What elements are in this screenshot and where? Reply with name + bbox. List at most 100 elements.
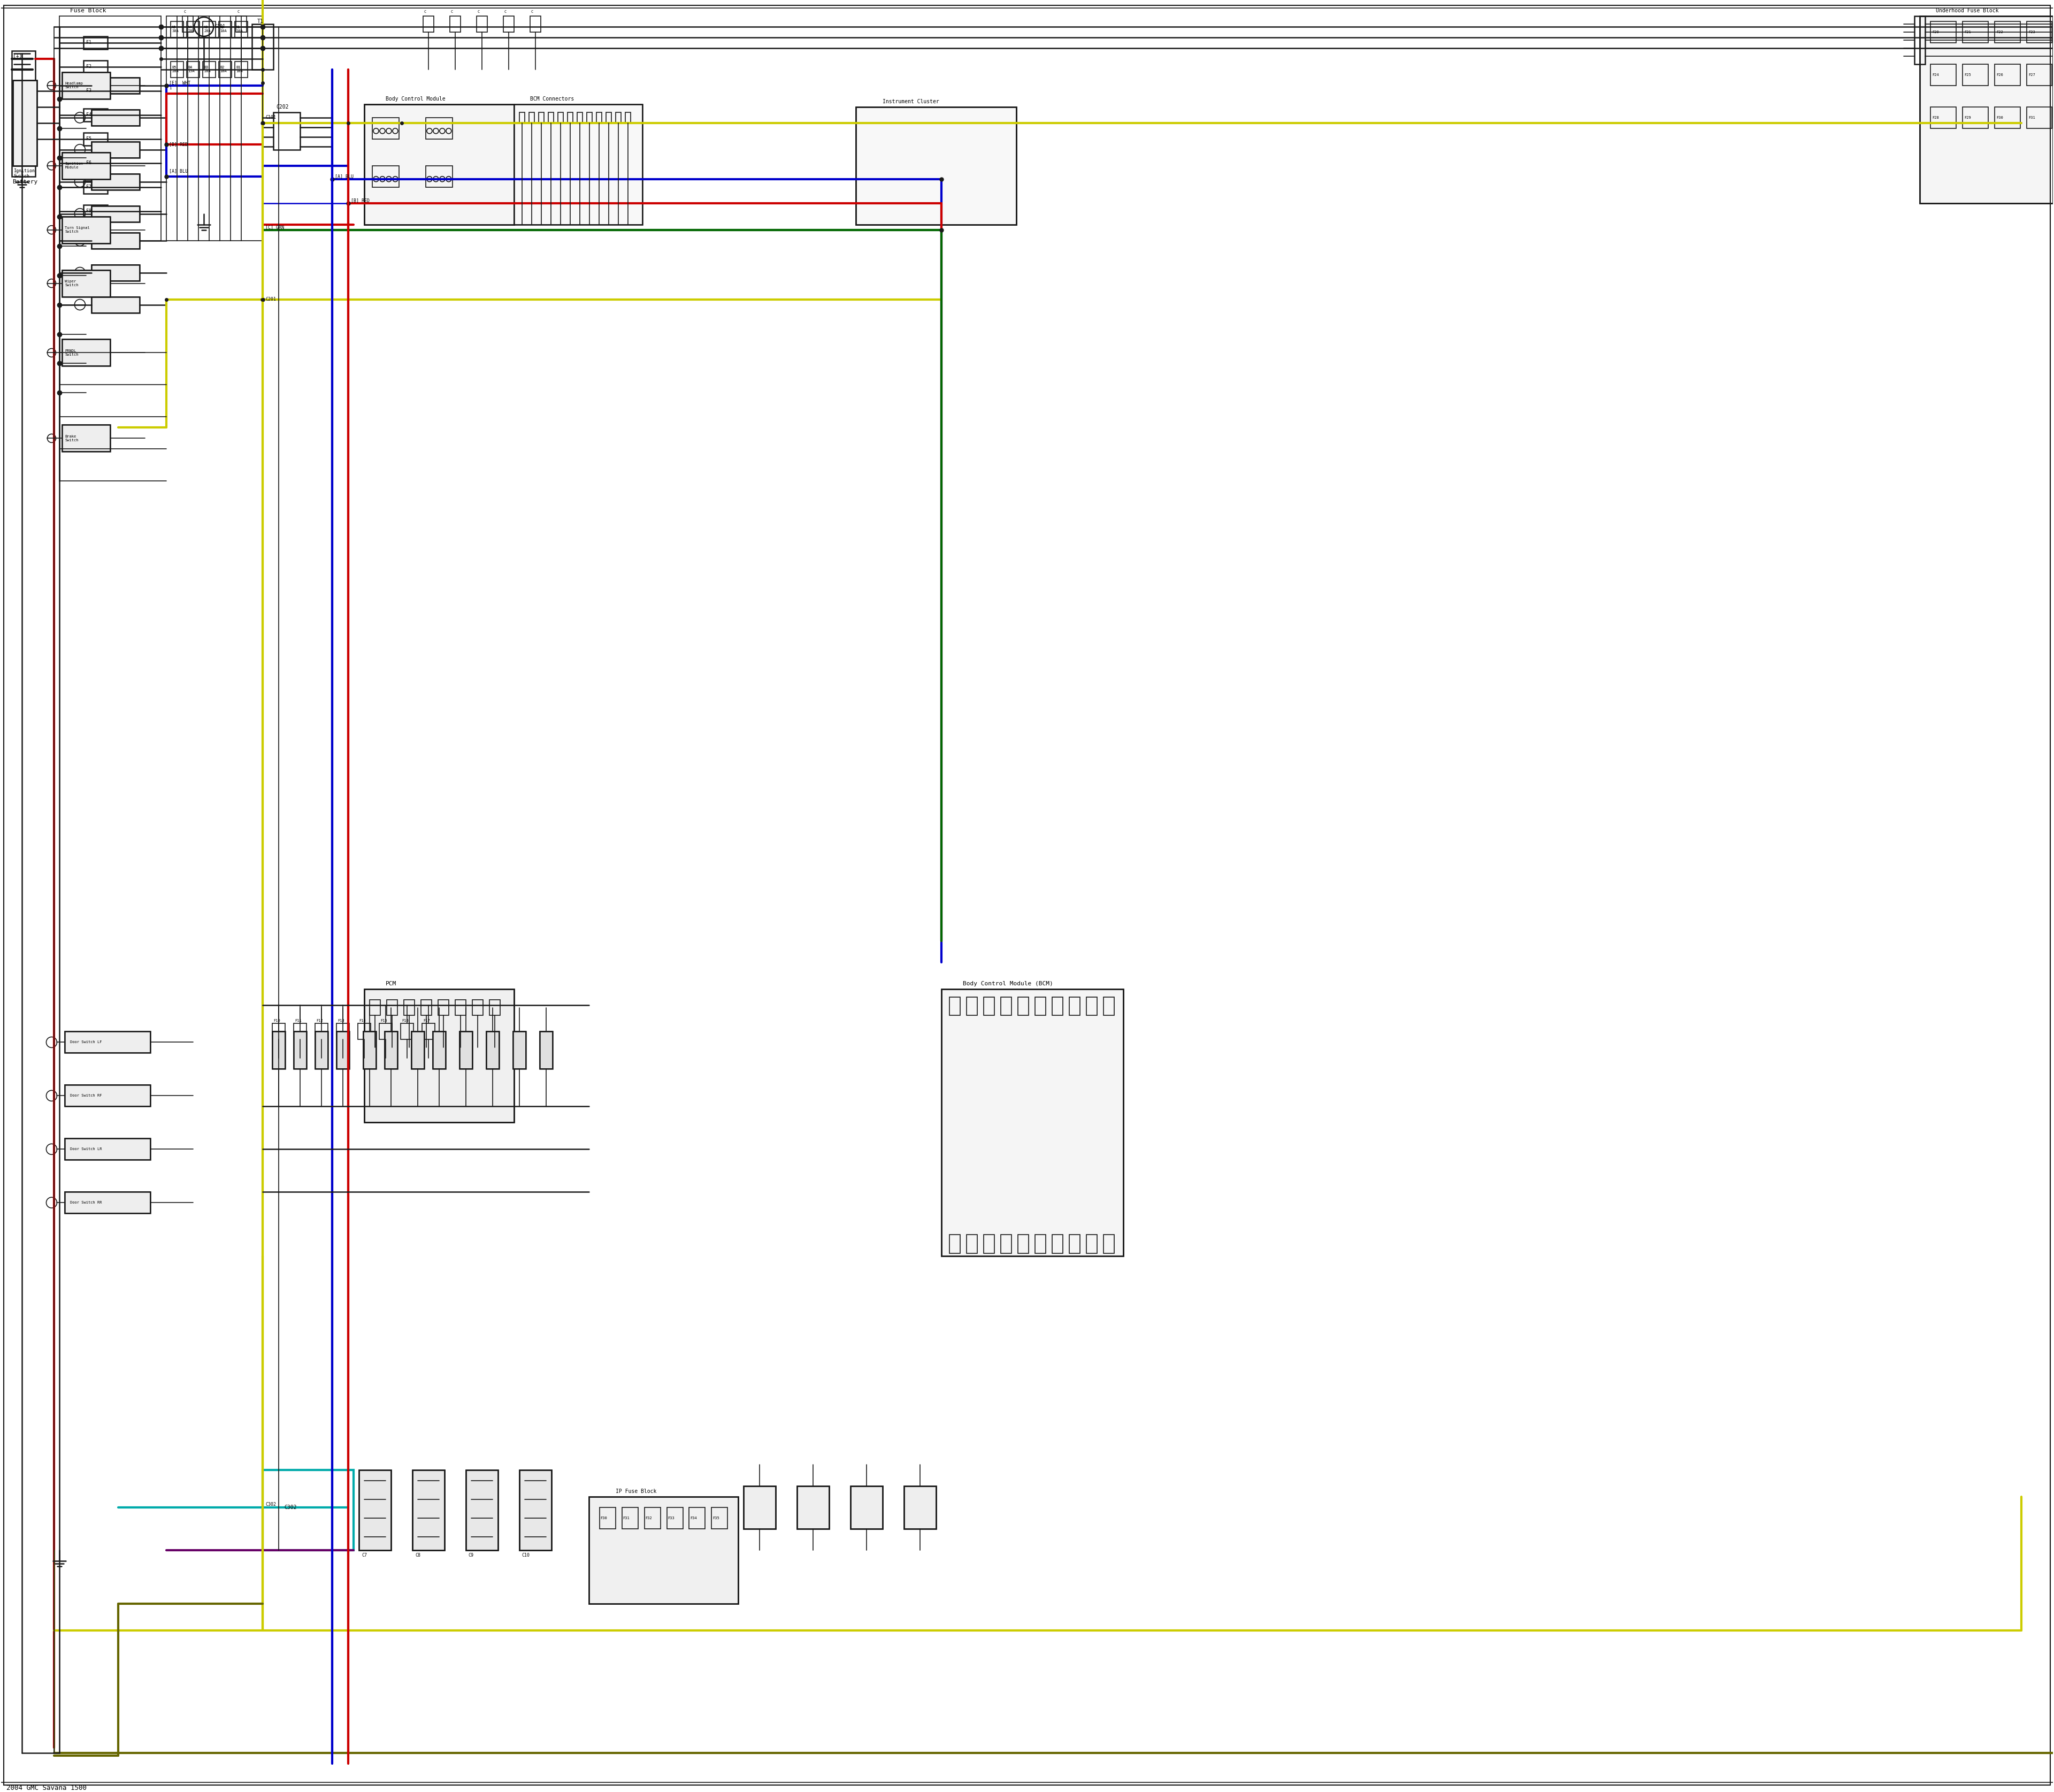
Text: F22: F22 <box>1996 30 2003 34</box>
Text: Ignition
Switch: Ignition Switch <box>14 168 35 179</box>
Text: C9: C9 <box>468 1554 474 1557</box>
Polygon shape <box>941 989 1124 1256</box>
Text: Fuse Block: Fuse Block <box>70 7 107 13</box>
Text: Door Switch RF: Door Switch RF <box>70 1095 103 1097</box>
Text: F31: F31 <box>2029 116 2036 120</box>
Text: C: C <box>505 11 507 13</box>
Text: F30: F30 <box>600 1516 608 1520</box>
Text: [A] BLU: [A] BLU <box>168 168 187 174</box>
Polygon shape <box>797 1486 830 1529</box>
Polygon shape <box>384 1032 396 1070</box>
Text: F2: F2 <box>86 65 92 70</box>
Polygon shape <box>66 1138 150 1159</box>
Polygon shape <box>92 142 140 158</box>
Text: C302: C302 <box>265 1502 275 1507</box>
Text: B3
20A: B3 20A <box>203 66 212 73</box>
Polygon shape <box>850 1486 883 1529</box>
Text: F31: F31 <box>622 1516 631 1520</box>
Polygon shape <box>520 1469 550 1550</box>
Polygon shape <box>1920 16 2054 202</box>
Text: Body Control Module (BCM): Body Control Module (BCM) <box>963 980 1054 986</box>
Text: F3: F3 <box>86 88 92 93</box>
Text: Door Switch RR: Door Switch RR <box>70 1201 103 1204</box>
Text: F35: F35 <box>713 1516 719 1520</box>
Text: 2004 GMC Savana 1500: 2004 GMC Savana 1500 <box>6 1785 86 1792</box>
Polygon shape <box>413 1469 444 1550</box>
Text: F34: F34 <box>690 1516 696 1520</box>
Polygon shape <box>62 152 111 179</box>
Polygon shape <box>364 104 514 224</box>
Polygon shape <box>589 1496 737 1604</box>
Polygon shape <box>66 1032 150 1054</box>
Polygon shape <box>92 206 140 222</box>
Polygon shape <box>92 265 140 281</box>
Text: F11: F11 <box>296 1020 302 1023</box>
Text: F30: F30 <box>1996 116 2003 120</box>
Text: F26: F26 <box>1996 73 2003 77</box>
Text: Brake
Switch: Brake Switch <box>66 435 78 443</box>
Polygon shape <box>514 104 643 224</box>
Text: C302: C302 <box>283 1505 296 1511</box>
Text: F33: F33 <box>668 1516 674 1520</box>
Text: B4
15A: B4 15A <box>187 66 195 73</box>
Text: B1
10A: B1 10A <box>236 66 242 73</box>
Text: F8: F8 <box>86 208 92 213</box>
Polygon shape <box>540 1032 553 1070</box>
Polygon shape <box>62 72 111 99</box>
Polygon shape <box>466 1469 497 1550</box>
Text: C: C <box>479 11 481 13</box>
Text: Battery: Battery <box>12 179 37 185</box>
Text: PRNDL
Switch: PRNDL Switch <box>66 349 78 357</box>
Text: G101: G101 <box>214 25 226 29</box>
Text: F14: F14 <box>359 1020 366 1023</box>
Text: A2
10A: A2 10A <box>220 25 226 32</box>
Text: F4: F4 <box>86 113 92 116</box>
Polygon shape <box>92 174 140 190</box>
Text: Wiper
Switch: Wiper Switch <box>66 280 78 287</box>
Text: A4
20A: A4 20A <box>187 25 195 32</box>
Text: F29: F29 <box>1964 116 1972 120</box>
Text: F21: F21 <box>1964 30 1972 34</box>
Text: BCM Connectors: BCM Connectors <box>530 97 573 102</box>
Text: F16: F16 <box>403 1020 409 1023</box>
Text: Body Control Module: Body Control Module <box>386 97 446 102</box>
Text: A1
10A: A1 10A <box>236 25 242 32</box>
Text: C101: C101 <box>265 115 275 120</box>
Text: Ignition
Module: Ignition Module <box>66 163 82 168</box>
Text: IP Fuse Block: IP Fuse Block <box>616 1489 657 1495</box>
Polygon shape <box>92 297 140 312</box>
Text: F6: F6 <box>86 161 92 165</box>
Text: F25: F25 <box>1964 73 1972 77</box>
Text: Door Switch LR: Door Switch LR <box>70 1147 103 1150</box>
Polygon shape <box>62 425 111 452</box>
Polygon shape <box>66 1192 150 1213</box>
Text: T1: T1 <box>257 18 263 23</box>
Polygon shape <box>273 1032 286 1070</box>
Text: F27: F27 <box>2029 73 2036 77</box>
Text: Instrument Cluster: Instrument Cluster <box>883 99 939 104</box>
Text: C202: C202 <box>275 104 290 109</box>
Text: F1: F1 <box>86 41 92 45</box>
Text: Underhood Fuse Block: Underhood Fuse Block <box>1935 7 1999 13</box>
Text: F13: F13 <box>337 1020 345 1023</box>
Polygon shape <box>66 1084 150 1106</box>
Polygon shape <box>411 1032 423 1070</box>
Text: F10: F10 <box>273 1020 279 1023</box>
Polygon shape <box>62 271 111 297</box>
Text: 1: 1 <box>168 86 170 90</box>
Text: C: C <box>450 11 454 13</box>
Polygon shape <box>92 109 140 125</box>
Text: C8: C8 <box>415 1554 421 1557</box>
Text: F32: F32 <box>645 1516 653 1520</box>
Polygon shape <box>359 1469 390 1550</box>
Text: [A] BLU: [A] BLU <box>335 174 353 179</box>
Text: F15: F15 <box>380 1020 386 1023</box>
Text: F12: F12 <box>316 1020 322 1023</box>
Text: PCM: PCM <box>386 980 396 986</box>
Text: F5: F5 <box>86 136 92 142</box>
Text: Door Switch LF: Door Switch LF <box>70 1041 103 1045</box>
Text: [B] RED: [B] RED <box>351 199 370 202</box>
Polygon shape <box>92 233 140 249</box>
Polygon shape <box>364 989 514 1122</box>
Text: C: C <box>183 11 185 13</box>
